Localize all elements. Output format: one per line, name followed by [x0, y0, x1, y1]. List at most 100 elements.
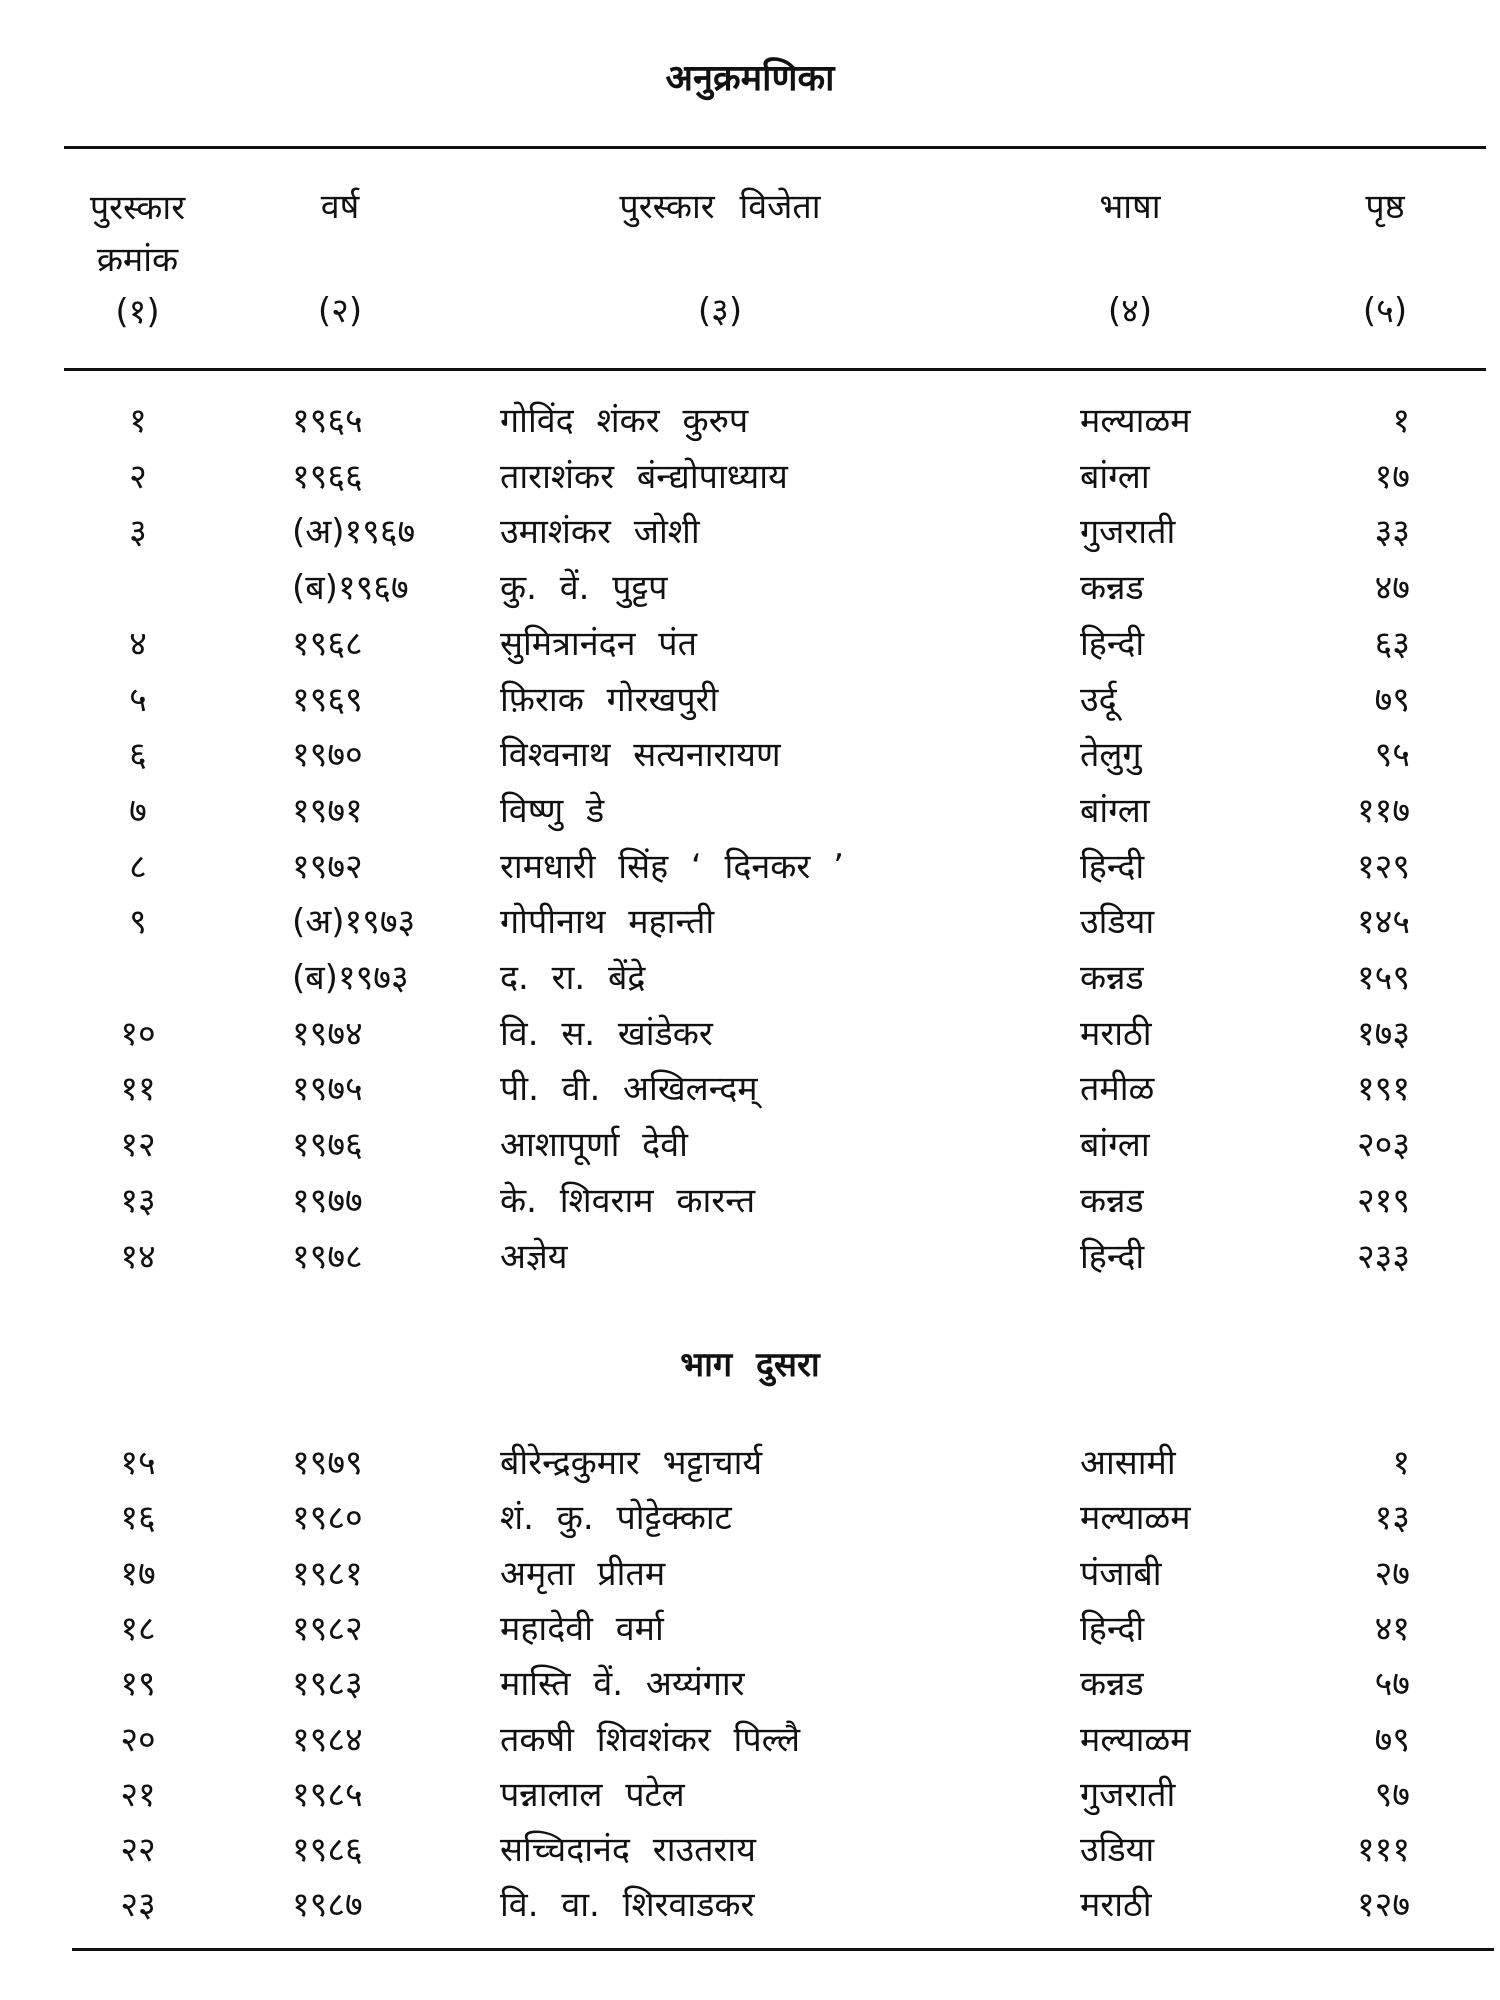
award-number: १४: [120, 1236, 156, 1277]
language: हिन्दी: [1080, 1608, 1145, 1649]
page-number: ११७: [1356, 790, 1410, 831]
header-label: भाषा: [1099, 187, 1161, 227]
award-number: २३: [120, 1885, 156, 1926]
table-row: २० १९८४ तकषी शिवशंकर पिल्लै मल्याळम ७९: [0, 1715, 1500, 1771]
header-year: वर्ष (२): [270, 182, 410, 332]
award-number: ३: [129, 512, 147, 553]
header-label: पुरस्कार विजेता: [619, 187, 821, 227]
year: १९८३: [292, 1664, 363, 1705]
header-page: पृष्ठ (५): [1320, 182, 1450, 332]
year: १९७५: [292, 1069, 363, 1110]
table-row: ४ १९६८ सुमित्रानंदन पंत हिन्दी ६३: [0, 619, 1500, 675]
language: कन्नड: [1080, 1664, 1144, 1705]
table-row: २२ १९८६ सच्चिदानंद राउतराय उडिया १११: [0, 1825, 1500, 1881]
year: १९७०: [292, 735, 363, 776]
page-number: ३३: [1374, 512, 1410, 553]
page-number: १७: [1374, 456, 1410, 497]
year: १९७७: [292, 1180, 363, 1221]
table-row: १० १९७४ वि. स. खांडेकर मराठी १७३: [0, 1009, 1500, 1065]
page-number: २०३: [1356, 1125, 1410, 1166]
award-number: ८: [129, 846, 147, 887]
page-number: १७३: [1356, 1013, 1410, 1054]
table-row: १४ १९७८ अज्ञेय हिन्दी २३३: [0, 1232, 1500, 1288]
page-number: १५९: [1356, 958, 1410, 998]
winner-name: तकषी शिवशंकर पिल्लै: [500, 1719, 801, 1760]
header-award-number: पुरस्कार क्रमांक (१): [50, 182, 225, 338]
page-title: अनुक्रमणिका: [665, 58, 835, 99]
language: उडिया: [1080, 902, 1155, 943]
winner-name: गोपीनाथ महान्ती: [500, 902, 715, 943]
award-number: १६: [120, 1498, 156, 1539]
table-row: ६ १९७० विश्वनाथ सत्यनारायण तेलुगु ९५: [0, 730, 1500, 786]
table-row: ५ १९६९ फ़िराक गोरखपुरी उर्दू ७९: [0, 675, 1500, 731]
award-number: २०: [120, 1719, 156, 1760]
winner-name: वि. वा. शिरवाडकर: [500, 1885, 755, 1926]
table-row: २१ १९८५ पन्नालाल पटेल गुजराती ९७: [0, 1770, 1500, 1826]
year: १९८१: [292, 1553, 363, 1594]
winner-name: अज्ञेय: [500, 1236, 568, 1277]
winner-name: मास्ति वें. अय्यंगार: [500, 1664, 745, 1705]
award-number: २१: [120, 1774, 156, 1815]
award-number: ७: [129, 790, 147, 831]
language: पंजाबी: [1080, 1553, 1162, 1594]
year: १९६५: [292, 401, 363, 441]
table-row: १५ १९७९ बीरेन्द्रकुमार भट्टाचार्य आसामी १: [0, 1438, 1500, 1494]
award-number: १३: [120, 1180, 156, 1221]
language: मल्याळम: [1080, 1719, 1191, 1760]
award-number: ११: [120, 1069, 156, 1110]
year: १९८५: [292, 1774, 363, 1815]
winner-name: रामधारी सिंह ‘ दिनकर ’: [500, 846, 844, 887]
table-row: १७ १९८१ अमृता प्रीतम पंजाबी २७: [0, 1549, 1500, 1605]
winner-name: आशापूर्णा देवी: [500, 1125, 688, 1166]
table-row: १६ १९८० शं. कु. पोट्टेक्काट मल्याळम १३: [0, 1493, 1500, 1549]
award-number: १७: [120, 1553, 156, 1594]
year: १९७६: [292, 1125, 363, 1166]
top-rule: [64, 146, 1486, 149]
part-two-heading: भाग दुसरा: [680, 1345, 820, 1385]
award-number: ४: [129, 623, 147, 664]
winner-name: सुमित्रानंदन पंत: [500, 623, 697, 664]
page-number: ७९: [1374, 1719, 1410, 1760]
year: १९६९: [292, 679, 363, 720]
award-number: ६: [129, 735, 147, 776]
award-number: १: [129, 401, 147, 441]
winner-name: पी. वी. अखिलन्दम्: [500, 1069, 758, 1110]
winner-name: वि. स. खांडेकर: [500, 1013, 713, 1054]
year: (अ)१९७३: [292, 902, 416, 943]
winner-name: विष्णु डे: [500, 790, 605, 831]
header-num: (२): [317, 291, 363, 331]
winner-name: द. रा. बेंद्रे: [500, 958, 646, 998]
page-number: १: [1392, 401, 1410, 441]
award-number: १९: [120, 1664, 156, 1705]
year: १९८६: [292, 1830, 363, 1871]
page-number: १४५: [1356, 902, 1410, 943]
header-num: (३): [697, 291, 743, 331]
language: बांग्ला: [1080, 790, 1150, 831]
page-number: २७: [1374, 1553, 1410, 1594]
language: कन्नड: [1080, 568, 1144, 609]
year: १९७८: [292, 1236, 363, 1277]
bottom-rule: [72, 1948, 1494, 1951]
page-number: १२७: [1356, 1885, 1410, 1926]
winner-name: अमृता प्रीतम: [500, 1553, 666, 1594]
year: १९७९: [292, 1443, 363, 1483]
language: हिन्दी: [1080, 623, 1145, 664]
table-row: १८ १९८२ महादेवी वर्मा हिन्दी ४१: [0, 1604, 1500, 1660]
table-row: (ब)१९६७ कु. वें. पुट्टप कन्नड ४७: [0, 563, 1500, 619]
award-number: १५: [120, 1443, 156, 1483]
table-row: ९ (अ)१९७३ गोपीनाथ महान्ती उडिया १४५: [0, 897, 1500, 953]
page-number: २१९: [1356, 1180, 1410, 1221]
table-row: १२ १९७६ आशापूर्णा देवी बांग्ला २०३: [0, 1120, 1500, 1176]
language: गुजराती: [1080, 1774, 1176, 1815]
page-number: १: [1392, 1443, 1410, 1483]
award-number: १८: [120, 1608, 156, 1649]
header-winner: पुरस्कार विजेता (३): [560, 182, 880, 332]
award-number: ९: [129, 902, 147, 943]
winner-name: कु. वें. पुट्टप: [500, 568, 668, 609]
page-number: १११: [1356, 1830, 1410, 1871]
award-number: २२: [120, 1830, 156, 1871]
winner-name: फ़िराक गोरखपुरी: [500, 679, 719, 720]
table-row: १९ १९८३ मास्ति वें. अय्यंगार कन्नड ५७: [0, 1659, 1500, 1715]
award-number: ५: [129, 679, 147, 720]
page-number: ४७: [1374, 568, 1410, 609]
